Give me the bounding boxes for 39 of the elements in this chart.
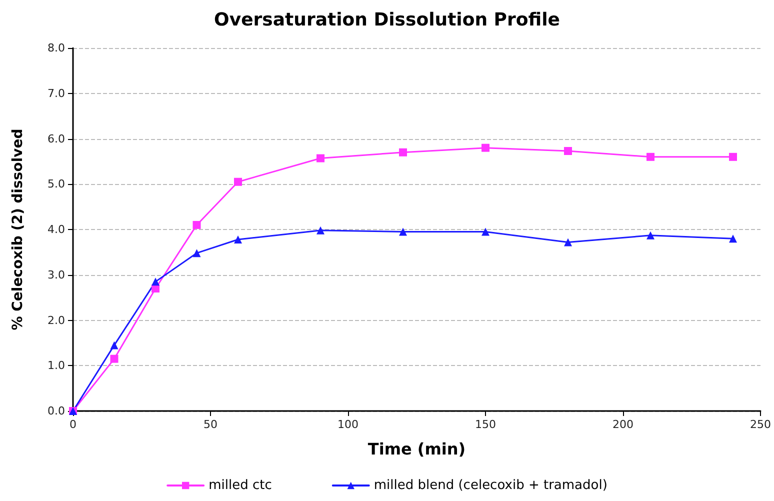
point	[399, 148, 407, 156]
y-axis-title: % Celecoxib (2) dissolved	[10, 128, 26, 330]
x-tick-label: 250	[750, 418, 771, 431]
chart-title: Oversaturation Dissolution Profile	[214, 10, 560, 30]
y-tick-label: 8.0	[48, 42, 65, 54]
point	[234, 178, 242, 186]
point	[482, 228, 490, 236]
point	[316, 226, 324, 234]
point	[316, 154, 324, 162]
point	[564, 238, 572, 246]
point	[152, 278, 160, 286]
legend-label: milled blend (celecoxib + tramadol)	[374, 478, 608, 493]
y-tick-label: 2.0	[48, 314, 65, 327]
y-tick-label: 1.0	[48, 359, 65, 372]
point	[399, 228, 407, 236]
point	[482, 144, 490, 152]
point	[646, 231, 654, 240]
y-tick-label: 4.0	[48, 223, 65, 236]
point	[564, 147, 572, 155]
legend-label: milled ctc	[208, 478, 272, 493]
point	[729, 234, 737, 243]
point	[646, 152, 654, 161]
x-tick-label: 150	[475, 418, 496, 431]
x-tick-label: 100	[338, 418, 358, 431]
point	[234, 235, 242, 244]
x-axis-title: Time (min)	[368, 440, 466, 458]
point	[192, 249, 201, 258]
point	[729, 152, 737, 161]
y-tick-label: 7.0	[48, 86, 65, 100]
point	[192, 220, 201, 229]
point	[110, 354, 118, 363]
y-tick-label: 3.0	[48, 268, 65, 282]
y-tick-label: 0.0	[48, 404, 65, 418]
x-tick-label: 50	[204, 418, 218, 431]
x-tick-label: 200	[612, 418, 634, 431]
x-tick-label: 0	[70, 418, 76, 431]
y-tick-label: 5.0	[48, 178, 65, 191]
point	[110, 341, 118, 350]
y-tick-label: 6.0	[48, 132, 65, 146]
